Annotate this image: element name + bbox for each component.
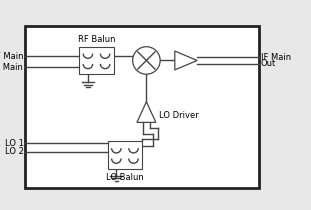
Text: LO Driver: LO Driver [159,111,199,120]
Text: LO Balun: LO Balun [106,173,144,182]
Circle shape [132,47,160,74]
Text: RF Balun: RF Balun [78,35,115,44]
Bar [108,141,142,169]
Text: Tap Main: Tap Main [0,63,23,72]
Text: IF Main: IF Main [261,52,291,62]
Text: LO 1: LO 1 [5,139,23,148]
Polygon shape [175,51,197,70]
Text: LO 2: LO 2 [5,147,23,156]
Polygon shape [137,102,156,122]
Bar [79,47,114,74]
Text: Out: Out [261,59,276,68]
Bar [25,26,259,188]
Text: RF Main: RF Main [0,52,23,61]
